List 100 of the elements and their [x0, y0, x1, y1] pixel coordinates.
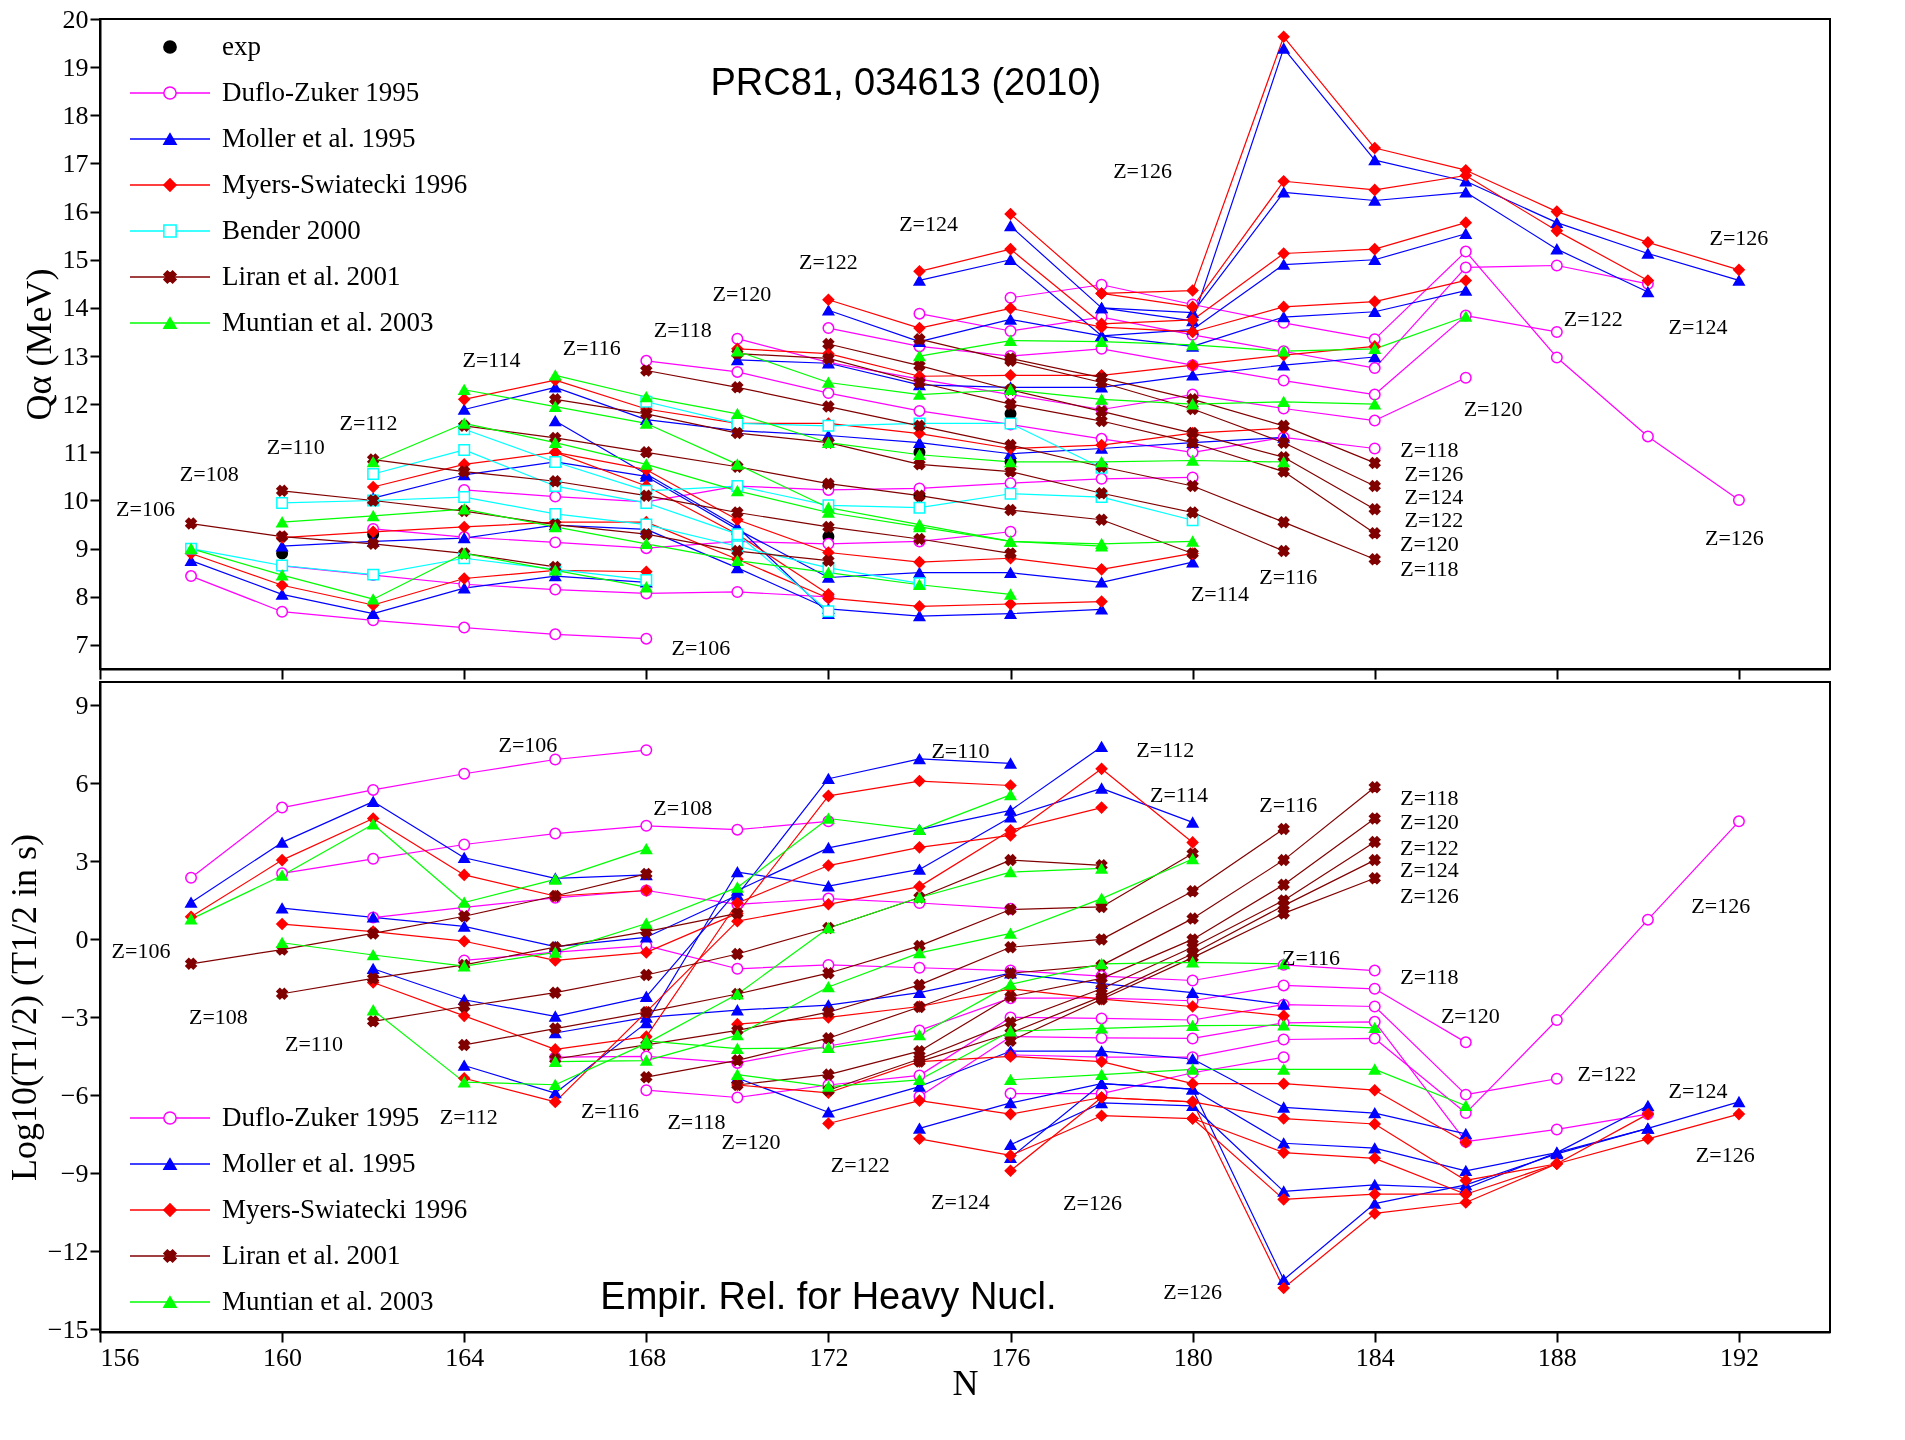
annotation: Z=126 [1163, 1278, 1223, 1304]
annotation: Z=126 [1695, 1142, 1755, 1168]
annotation: Z=118 [1400, 436, 1459, 462]
annotation: Z=126 [1704, 525, 1764, 551]
legend-label: Duflo-Zuker 1995 [222, 77, 420, 107]
y-tick-label: 12 [62, 389, 89, 419]
annotation: Z=120 [1463, 396, 1523, 421]
annotation: Z=116 [1281, 944, 1341, 970]
y-tick-label: 10 [62, 485, 89, 515]
annotation: Z=124 [1399, 857, 1459, 883]
legend-label: Moller et al. 1995 [222, 1148, 416, 1178]
annotation: Z=108 [179, 461, 239, 487]
y-tick-label: −3 [60, 1002, 89, 1032]
annotation: Z=126 [1113, 158, 1172, 184]
x-tick-label: 180 [1173, 1342, 1213, 1372]
y-tick-label: 18 [62, 100, 89, 130]
annotation: Z=122 [1563, 305, 1623, 331]
annotation: Z=106 [671, 635, 731, 661]
legend-label: Liran et al. 2001 [222, 261, 401, 291]
annotation: Z=112 [339, 410, 398, 436]
annotation: Z=122 [1577, 1060, 1637, 1086]
annotation: Z=122 [1404, 507, 1464, 533]
y-tick-label: −15 [47, 1314, 89, 1344]
annotation: Z=124 [1668, 1077, 1728, 1103]
annotation: Z=112 [1136, 736, 1195, 762]
annotation: Z=122 [798, 248, 858, 274]
annotation: Z=114 [1149, 782, 1208, 808]
annotation: Z=126 [1709, 225, 1769, 251]
annotation: Z=110 [284, 1031, 343, 1057]
y-tick-label: −12 [47, 1236, 89, 1266]
annotation: Z=120 [1399, 809, 1459, 835]
y-tick-label: 9 [75, 690, 89, 720]
annotation: Z=112 [439, 1103, 498, 1129]
x-tick-label: 172 [809, 1342, 849, 1372]
y-tick-label: 8 [75, 582, 89, 612]
annotation: Empir. Rel. for Heavy Nucl. [600, 1275, 1057, 1318]
y-tick-label: −6 [60, 1080, 89, 1110]
y-tick-label: 0 [75, 924, 89, 954]
annotation: Z=126 [1399, 882, 1459, 908]
annotation: Z=110 [266, 433, 325, 459]
annotation: Z=124 [1404, 483, 1464, 509]
annotation: Z=106 [111, 937, 171, 963]
annotation: Z=124 [1668, 314, 1728, 340]
x-tick-label: 192 [1719, 1342, 1759, 1372]
y-axis-title: Qα (MeV) [18, 268, 59, 421]
annotation: PRC81, 034613 (2010) [710, 61, 1102, 104]
x-tick-label: 176 [991, 1342, 1031, 1372]
annotation: Z=120 [712, 281, 772, 307]
annotation: Z=116 [562, 335, 621, 361]
x-axis-title: N [952, 1362, 979, 1403]
x-tick-label: 164 [445, 1342, 485, 1372]
y-tick-label: 13 [62, 341, 89, 371]
legend-label: exp [222, 31, 261, 61]
annotation: Z=122 [1399, 834, 1459, 860]
annotation: Z=108 [188, 1004, 248, 1030]
y-tick-label: 14 [62, 293, 89, 323]
x-tick-label: 168 [627, 1342, 667, 1372]
annotation: Z=108 [653, 795, 713, 821]
y-tick-label: 17 [62, 148, 89, 178]
x-tick-label: 156 [100, 1342, 140, 1372]
annotation: Z=106 [498, 732, 558, 758]
annotation: Z=114 [462, 346, 521, 372]
y-tick-label: 16 [62, 197, 89, 227]
annotation: Z=118 [1400, 555, 1459, 581]
annotation: Z=116 [580, 1098, 639, 1123]
annotation: Z=118 [1400, 963, 1459, 989]
annotation: Z=116 [1259, 563, 1318, 589]
y-tick-label: 19 [62, 52, 89, 82]
annotation: Z=120 [1440, 1003, 1500, 1029]
annotation: Z=118 [1400, 784, 1459, 810]
annotation: Z=120 [1399, 530, 1459, 556]
annotation: Z=126 [1691, 893, 1751, 919]
y-tick-label: 3 [75, 846, 89, 876]
legend-label: Bender 2000 [222, 215, 361, 245]
y-tick-label: 9 [75, 534, 89, 564]
annotation: Z=126 [1063, 1190, 1122, 1216]
annotation: Z=116 [1259, 791, 1318, 817]
y-tick-label: −9 [60, 1158, 89, 1188]
annotation: Z=122 [830, 1151, 890, 1177]
x-tick-label: 188 [1537, 1342, 1577, 1372]
legend-label: Muntian et al. 2003 [222, 307, 434, 337]
y-tick-label: 7 [75, 630, 89, 660]
annotation: Z=118 [653, 316, 712, 342]
annotation: Z=114 [1190, 581, 1249, 607]
legend-label: Muntian et al. 2003 [222, 1286, 434, 1316]
y-axis-title: Log10(T1/2) (T1/2 in s) [3, 834, 44, 1181]
legend-label: Myers-Swiatecki 1996 [222, 169, 468, 199]
x-tick-label: 160 [263, 1342, 303, 1372]
y-tick-label: 20 [62, 4, 89, 34]
annotation: Z=110 [931, 737, 990, 763]
annotation: Z=124 [931, 1189, 990, 1214]
annotation: Z=106 [116, 495, 175, 521]
annotation: Z=126 [1404, 460, 1464, 486]
legend-label: Duflo-Zuker 1995 [222, 1102, 420, 1132]
y-tick-label: 15 [62, 245, 89, 275]
y-tick-label: 11 [63, 437, 89, 467]
annotation: Z=124 [899, 211, 959, 237]
legend-label: Moller et al. 1995 [222, 123, 416, 153]
legend-label: Liran et al. 2001 [222, 1240, 401, 1270]
legend-label: Myers-Swiatecki 1996 [222, 1194, 468, 1224]
